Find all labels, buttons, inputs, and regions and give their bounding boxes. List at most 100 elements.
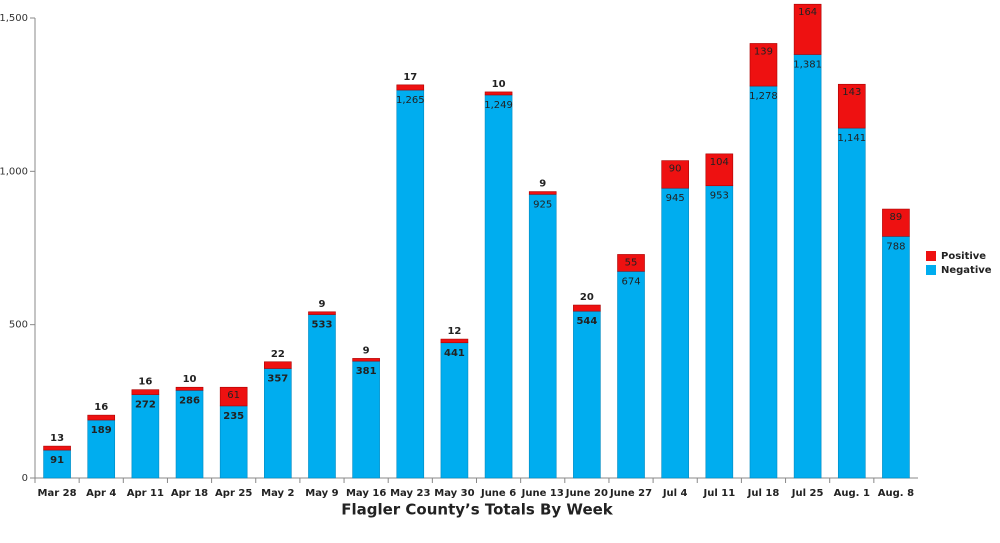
legend-swatch (926, 251, 936, 261)
y-tick-label: 1,000 (0, 166, 28, 177)
bar-segment (219, 386, 248, 407)
bar-segment (793, 54, 822, 479)
bar-segment (43, 449, 71, 479)
data-label: 189 (91, 425, 112, 436)
x-tick-label: June 27 (609, 488, 652, 499)
bar-segment (352, 358, 380, 362)
data-label: 89 (890, 212, 903, 223)
data-label: 9 (539, 179, 546, 190)
x-tick-label: Jul 11 (702, 488, 735, 499)
data-label: 544 (576, 316, 597, 327)
x-tick-label: May 16 (346, 488, 386, 499)
data-label: 17 (403, 72, 417, 83)
bar-segment (705, 185, 734, 479)
data-label: 55 (625, 257, 638, 268)
x-tick-label: Apr 4 (86, 488, 116, 499)
bar-segment (131, 389, 160, 395)
data-label: 533 (312, 320, 333, 331)
data-label: 13 (50, 433, 64, 444)
bar-segment (131, 394, 160, 479)
bar-segment (352, 360, 380, 479)
bar-segment (749, 85, 778, 479)
x-tick-label: June 20 (565, 488, 608, 499)
bar-segment (617, 271, 645, 479)
data-label: 357 (267, 374, 288, 385)
bar-segment (837, 127, 866, 479)
bar-segment (396, 89, 425, 479)
data-label: 286 (179, 395, 200, 406)
x-tick-label: Jul 18 (747, 488, 780, 499)
data-label: 61 (227, 390, 240, 401)
bar-segment (882, 208, 910, 237)
bar-segment (43, 445, 71, 451)
bar-segment (837, 83, 866, 129)
data-label: 143 (842, 87, 861, 98)
x-tick-label: Aug. 8 (878, 488, 914, 499)
data-label: 235 (223, 411, 244, 422)
data-label: 1,278 (749, 91, 778, 102)
data-label: 925 (533, 199, 552, 210)
x-tick-label: Apr 25 (215, 488, 252, 499)
data-label: 272 (135, 400, 156, 411)
bar-segment (175, 386, 204, 391)
bar-segment (175, 389, 204, 479)
bar-segment (528, 191, 557, 195)
bar-segment (661, 187, 689, 479)
bar-segment (87, 419, 116, 479)
x-axis-title: Flagler County’s Totals By Week (341, 501, 614, 519)
x-tick-label: Jul 25 (791, 488, 824, 499)
data-label: 139 (754, 46, 773, 57)
legend-swatch (926, 265, 936, 275)
y-tick-label: 500 (9, 320, 28, 331)
y-tick-label: 1,500 (0, 13, 28, 24)
bar-segment (219, 405, 248, 479)
data-label: 953 (710, 191, 729, 202)
data-label: 22 (271, 349, 285, 360)
bar-segment (308, 314, 336, 479)
x-tick-label: May 23 (390, 488, 430, 499)
bar-segment (882, 236, 910, 479)
data-label: 10 (183, 374, 197, 385)
data-label: 1,141 (837, 133, 866, 144)
data-label: 91 (50, 455, 64, 466)
data-label: 381 (356, 366, 377, 377)
y-tick-label: 0 (22, 473, 28, 484)
bar-segment (396, 84, 425, 91)
data-label: 16 (94, 402, 108, 413)
data-label: 20 (580, 292, 594, 303)
bar-segment (573, 310, 601, 479)
legend-label: Positive (941, 251, 986, 262)
x-tick-label: Apr 11 (127, 488, 164, 499)
data-label: 674 (621, 276, 640, 287)
x-tick-label: Apr 18 (171, 488, 208, 499)
bar-segment (308, 311, 336, 315)
bar-segment (749, 43, 778, 87)
bar-segment (440, 338, 469, 344)
data-label: 12 (447, 326, 461, 337)
bar-segment (528, 194, 557, 479)
bar-segment (661, 160, 689, 189)
bar-segment (264, 361, 292, 369)
x-tick-label: June 13 (521, 488, 564, 499)
x-tick-label: June 6 (480, 488, 516, 499)
data-label: 788 (886, 241, 905, 252)
x-tick-label: May 2 (261, 488, 294, 499)
data-label: 441 (444, 348, 465, 359)
x-tick-label: Mar 28 (38, 488, 77, 499)
bar-segment (705, 153, 734, 187)
bar-segment (264, 368, 292, 479)
bar-segment (617, 254, 645, 272)
data-label: 1,265 (396, 95, 425, 106)
bar-segment (87, 414, 116, 421)
data-label: 90 (669, 164, 682, 175)
bar-segment (573, 304, 601, 312)
data-label: 164 (798, 7, 817, 18)
data-label: 9 (318, 299, 325, 310)
x-tick-label: Aug. 1 (834, 488, 870, 499)
data-label: 104 (710, 157, 729, 168)
bar-segment (484, 94, 513, 479)
x-tick-label: May 9 (305, 488, 338, 499)
data-label: 9 (363, 345, 370, 356)
data-label: 10 (492, 79, 506, 90)
